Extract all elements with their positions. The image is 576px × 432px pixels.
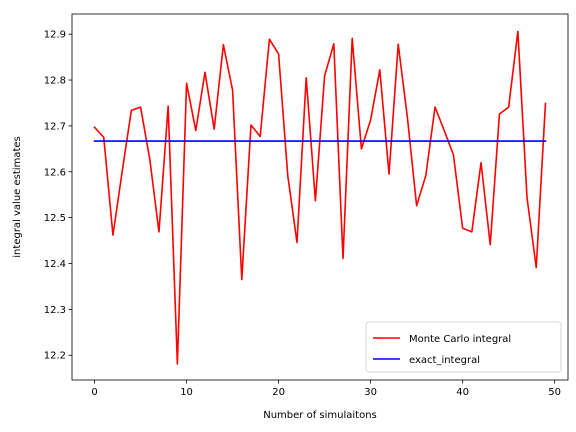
y-axis: 12.2 12.3 12.4 12.5 12.6 12.7 12.8 12.9 xyxy=(44,30,72,362)
x-axis: 0 10 20 30 40 50 xyxy=(91,380,561,398)
y-tick-label: 12.9 xyxy=(44,30,66,41)
y-tick-label: 12.6 xyxy=(44,167,66,178)
y-axis-label: integral value estimates xyxy=(12,136,23,257)
legend-label-exact-integral: exact_integral xyxy=(409,355,480,366)
y-tick-label: 12.4 xyxy=(44,259,66,270)
y-tick-label: 12.7 xyxy=(44,121,66,132)
legend-box xyxy=(365,321,562,373)
plot-frame xyxy=(71,13,569,381)
y-tick-label: 12.3 xyxy=(44,305,66,316)
x-axis-label: Number of simulaitons xyxy=(263,410,377,421)
x-tick-label: 40 xyxy=(456,387,469,398)
y-tick-label: 12.8 xyxy=(44,76,66,87)
series-line-monte-carlo xyxy=(93,30,547,365)
x-tick-label: 30 xyxy=(364,387,377,398)
series-layer xyxy=(93,30,547,365)
x-tick-label: 50 xyxy=(548,387,561,398)
x-tick-label: 10 xyxy=(180,387,193,398)
y-tick-label: 12.2 xyxy=(44,351,66,362)
x-tick-label: 20 xyxy=(272,387,285,398)
x-tick-label: 0 xyxy=(91,387,97,398)
y-tick-label: 12.5 xyxy=(44,213,66,224)
legend: Monte Carlo integral exact_integral xyxy=(365,321,562,373)
legend-label-monte-carlo: Monte Carlo integral xyxy=(409,334,511,345)
